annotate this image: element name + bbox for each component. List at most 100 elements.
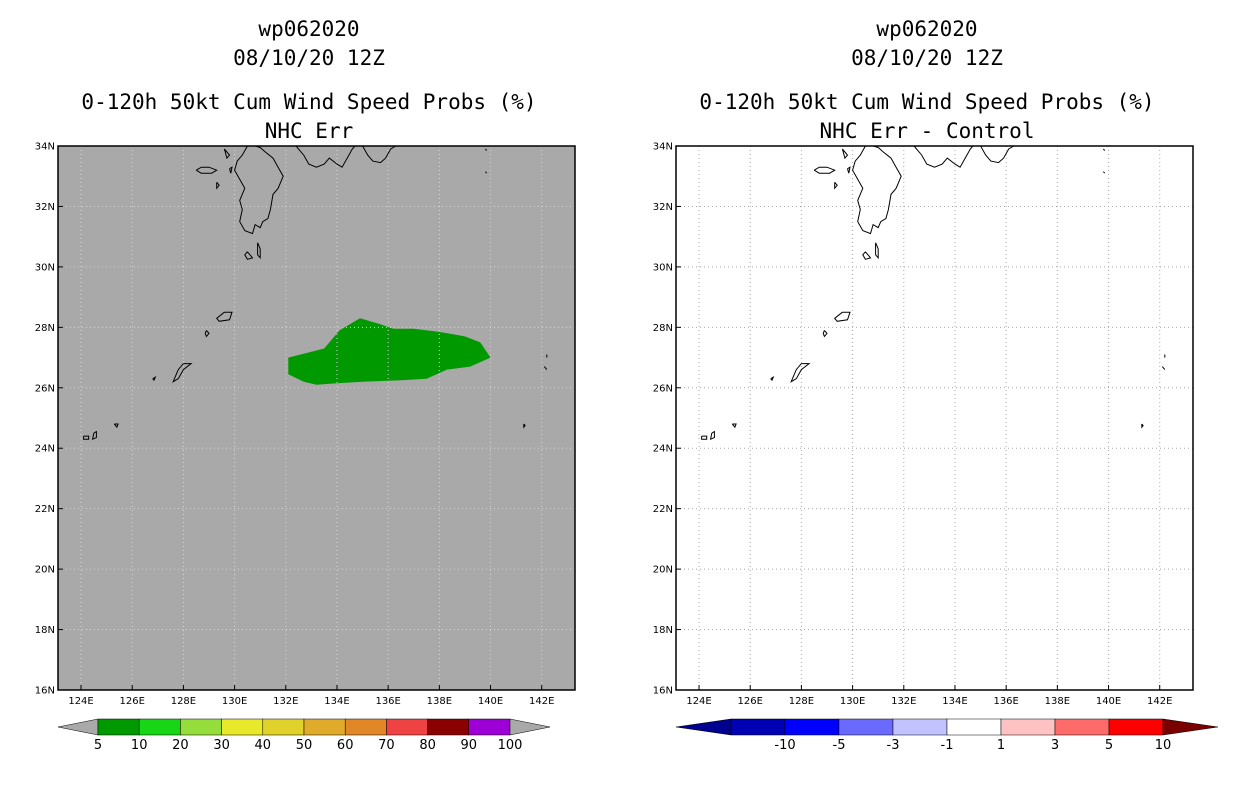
coastline-12 — [731, 423, 737, 429]
x-tick-label-124E: 124E — [686, 696, 711, 707]
coastline-19 — [216, 181, 220, 190]
right-difference-map: 124E 126E 128E 130E 132E 134E 136E 138E 140E 142E… — [653, 142, 1219, 753]
x-tick-label-130E: 130E — [840, 696, 865, 707]
colorbar-swatch-1 — [784, 718, 840, 736]
coastline-12 — [113, 423, 119, 429]
y-tick-label-28N: 28N — [35, 323, 55, 334]
plot-frame — [675, 145, 1194, 691]
colorbar-swatch-4 — [946, 718, 1002, 736]
colorbar-label-30: 30 — [213, 738, 230, 753]
y-tick-label-18N: 18N — [653, 625, 673, 636]
y-tick-label-28N: 28N — [653, 323, 673, 334]
coastline-14 — [1141, 423, 1144, 429]
coastline-9 — [172, 363, 193, 383]
y-tick-label-16N: 16N — [35, 686, 55, 697]
x-tick-label-136E: 136E — [375, 696, 400, 707]
left-chart-title: 0-120h 50kt Cum Wind Speed Probs (%) — [81, 90, 537, 114]
colorbar-label-70: 70 — [378, 738, 395, 753]
coastline-17 — [1103, 171, 1106, 174]
y-tick-label-18N: 18N — [35, 625, 55, 636]
coastline-2 — [913, 145, 974, 168]
colorbar-label-50: 50 — [296, 738, 313, 753]
coastline-14 — [523, 423, 526, 429]
colorbar-swatch-7 — [386, 718, 428, 736]
coastline-13 — [770, 376, 775, 382]
coastline-7 — [833, 311, 851, 322]
left-datetime: 08/10/20 12Z — [233, 46, 385, 70]
colorbar-label-3: 3 — [1051, 738, 1059, 753]
plot-background — [676, 146, 1193, 690]
coastline-16 — [543, 366, 548, 370]
colorbar-swatch-0 — [97, 718, 140, 736]
right-datetime: 08/10/20 12Z — [851, 46, 1003, 70]
x-tick-label-140E: 140E — [1096, 696, 1121, 707]
x-tick-label-134E: 134E — [324, 696, 349, 707]
coastline-4 — [223, 148, 231, 160]
x-tick-label-126E: 126E — [738, 696, 763, 707]
coastline-5 — [862, 251, 872, 260]
y-tick-label-34N: 34N — [35, 142, 55, 153]
x-tick-label-134E: 134E — [942, 696, 967, 707]
coastline-16 — [1161, 366, 1166, 370]
coastline-1 — [234, 145, 284, 235]
coastline-1 — [852, 145, 902, 235]
colorbar-label-90: 90 — [461, 738, 478, 753]
colorbar-swatch-9 — [468, 718, 511, 736]
colorbar-label-10: 10 — [1155, 738, 1172, 753]
right-storm-id: wp062020 — [876, 17, 978, 41]
x-tick-label-142E: 142E — [529, 696, 554, 707]
x-tick-label-132E: 132E — [891, 696, 916, 707]
y-tick-label-30N: 30N — [653, 262, 673, 273]
colorbar-label-60: 60 — [337, 738, 354, 753]
colorbar-label-100: 100 — [498, 738, 523, 753]
y-tick-label-34N: 34N — [653, 142, 673, 153]
y-tick-label-32N: 32N — [35, 202, 55, 213]
x-tick-label-136E: 136E — [993, 696, 1018, 707]
colorbar-swatch-4 — [262, 718, 305, 736]
colorbar-label-1: 1 — [997, 738, 1005, 753]
colorbar-swatch-2 — [838, 718, 894, 736]
colorbar-arrow-low — [57, 718, 99, 736]
x-tick-label-140E: 140E — [478, 696, 503, 707]
coastline-20 — [229, 166, 233, 174]
colorbar-label--1: -1 — [941, 738, 954, 753]
colorbar-swatch-8 — [427, 718, 470, 736]
x-tick-label-138E: 138E — [427, 696, 452, 707]
colorbar-arrow-high — [1162, 718, 1219, 736]
y-tick-label-30N: 30N — [35, 262, 55, 273]
left-chart-subtitle: NHC Err — [264, 119, 354, 143]
colorbar-swatch-1 — [138, 718, 181, 736]
coastline-19 — [834, 181, 838, 190]
colorbar-label-20: 20 — [172, 738, 189, 753]
coastline-11 — [709, 430, 715, 441]
coastline-11 — [91, 430, 97, 441]
y-tick-label-24N: 24N — [35, 444, 55, 455]
coastline-5 — [244, 251, 254, 260]
colorbar-swatch-3 — [221, 718, 264, 736]
y-tick-label-32N: 32N — [653, 202, 673, 213]
x-tick-label-128E: 128E — [171, 696, 196, 707]
probability-region-5-10 — [288, 318, 491, 385]
y-tick-label-26N: 26N — [653, 383, 673, 394]
y-tick-label-20N: 20N — [35, 565, 55, 576]
x-tick-label-138E: 138E — [1045, 696, 1070, 707]
colorbar-swatch-0 — [730, 718, 786, 736]
coastline-18 — [485, 148, 488, 151]
colorbar-swatch-3 — [892, 718, 948, 736]
colorbar-swatch-5 — [1000, 718, 1056, 736]
coastline-4 — [841, 148, 849, 160]
coastline-3 — [362, 145, 397, 164]
left-probability-map: 124E 126E 128E 130E 132E 134E 136E 138E 140E 142E… — [35, 142, 576, 753]
y-tick-label-16N: 16N — [653, 686, 673, 697]
colorbar-label--5: -5 — [833, 738, 846, 753]
y-tick-label-22N: 22N — [653, 504, 673, 515]
coastline-9 — [790, 363, 811, 383]
x-tick-label-128E: 128E — [789, 696, 814, 707]
coastline-8 — [822, 330, 828, 338]
coastline-8 — [204, 330, 210, 338]
coastline-17 — [485, 171, 488, 174]
x-tick-label-126E: 126E — [120, 696, 145, 707]
x-tick-label-130E: 130E — [222, 696, 247, 707]
x-tick-label-142E: 142E — [1147, 696, 1172, 707]
coastline-18 — [1103, 148, 1106, 151]
